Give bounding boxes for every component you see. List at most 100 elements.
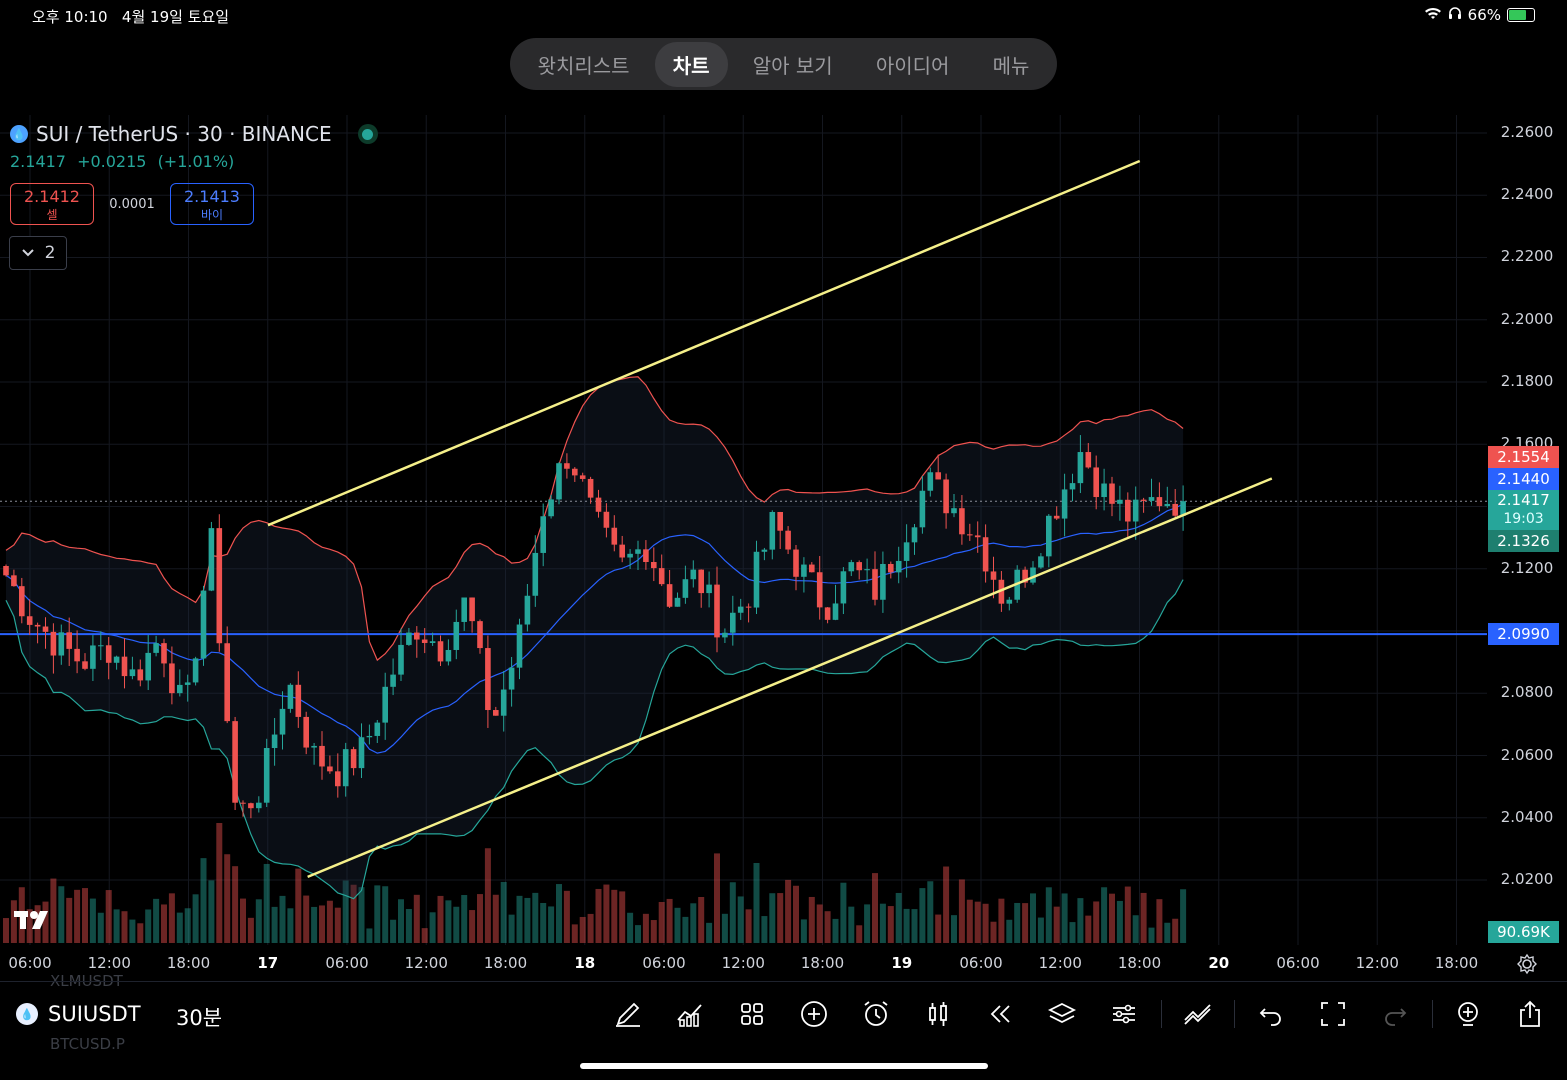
tab-explore[interactable]: 알아 보기 [752, 53, 833, 78]
candle-body [1140, 499, 1147, 501]
candle-body [311, 745, 317, 748]
drawing-tools-icon[interactable] [612, 998, 644, 1030]
volume-bar [619, 891, 626, 943]
symbol-title[interactable]: SUI / TetherUS · 30 · BINANCE [36, 122, 332, 146]
candle-body [698, 569, 704, 594]
volume-bar [532, 892, 539, 943]
volume-bar [1180, 889, 1187, 943]
candle-body [461, 597, 467, 622]
layout-grid-icon[interactable] [736, 998, 768, 1030]
interval-selector[interactable]: 30분 [176, 1006, 223, 1030]
time-axis-label: 18:00 [800, 954, 845, 972]
candle-body [137, 669, 144, 681]
volume-bars [3, 823, 1187, 943]
volume-bar [642, 913, 649, 943]
tab-watchlist[interactable]: 왓치리스트 [537, 53, 630, 78]
headphones-icon [1448, 6, 1462, 24]
volume-bar [247, 917, 254, 943]
volume-bar [650, 920, 657, 943]
redo-icon[interactable] [1379, 998, 1411, 1030]
settings-sliders-icon[interactable] [1108, 998, 1140, 1030]
volume-bar [698, 896, 705, 943]
candle-body [82, 661, 88, 669]
sell-button[interactable]: 2.1412 셀 [10, 183, 94, 225]
price-axis-label: 2.2200 [1500, 247, 1554, 265]
candle-body [184, 682, 191, 685]
fullscreen-icon[interactable] [1317, 998, 1349, 1030]
sell-label: 셀 [46, 208, 58, 222]
candle-body [777, 512, 783, 531]
volume-bar [342, 880, 349, 943]
volume-bar [1014, 902, 1021, 943]
main-nav-tabs: 왓치리스트 차트 알아 보기 아이디어 메뉴 [510, 38, 1057, 90]
candle-body [421, 639, 428, 643]
volume-bar [161, 904, 167, 943]
tab-ideas[interactable]: 아이디어 [875, 53, 950, 78]
ghost-symbol: BTCUSD.P [50, 1035, 125, 1053]
buy-button[interactable]: 2.1413 바이 [170, 183, 254, 225]
volume-bar [1140, 892, 1147, 943]
volume-bar [429, 912, 436, 943]
candle-body [350, 749, 357, 769]
time-axis-label: 18:00 [483, 954, 528, 972]
candle-body [469, 597, 475, 622]
add-plus-icon[interactable] [798, 998, 830, 1030]
chart-grid [0, 115, 1487, 945]
volume-bar [1037, 917, 1044, 943]
candle-body [500, 689, 507, 716]
volume-bar [216, 823, 223, 943]
volume-bar [958, 879, 965, 943]
candle-body [113, 656, 120, 663]
volume-bar [879, 903, 886, 943]
candle-body [11, 575, 17, 587]
candle-body [974, 535, 981, 538]
volume-bar [1093, 901, 1100, 943]
channel-upper-line [267, 159, 1141, 527]
candle-body [888, 563, 894, 573]
price-chart[interactable] [0, 115, 1487, 945]
volume-bar [184, 908, 191, 943]
candle-body [864, 569, 870, 571]
volume-bar [1132, 915, 1139, 943]
symbol-selector[interactable]: 💧 SUIUSDT [16, 1002, 141, 1026]
candle-body [153, 643, 159, 653]
volume-bar [666, 898, 673, 943]
candle-body [1061, 489, 1068, 519]
volume-bar [1156, 899, 1163, 943]
candle-body [414, 632, 420, 640]
axis-settings-icon[interactable] [1516, 953, 1538, 979]
trend-compare-icon[interactable] [1182, 998, 1214, 1030]
layers-icon[interactable] [1046, 998, 1078, 1030]
tab-chart[interactable]: 차트 [654, 41, 728, 87]
indicators-icon[interactable] [674, 998, 706, 1030]
candle-style-icon[interactable] [922, 998, 954, 1030]
candle-body [990, 571, 997, 580]
toolbar-separator [1161, 1000, 1162, 1028]
publish-idea-icon[interactable] [1452, 998, 1484, 1030]
alarm-clock-icon[interactable] [860, 998, 892, 1030]
sell-price: 2.1412 [24, 187, 80, 206]
battery-icon [1507, 8, 1535, 22]
volume-bar [816, 904, 823, 943]
volume-tag: 90.69K [1488, 921, 1559, 943]
candlesticks [3, 435, 1186, 819]
volume-bar [97, 912, 104, 943]
candle-body [880, 563, 886, 600]
indicators-toggle[interactable]: 2 [9, 236, 67, 270]
bollinger-lower-line [5, 579, 1184, 900]
volume-bar [524, 897, 531, 943]
time-axis-label: 18:00 [1117, 954, 1162, 972]
candle-body [848, 562, 855, 572]
undo-icon[interactable] [1255, 998, 1287, 1030]
candle-body [1148, 497, 1155, 501]
time-axis-label: 12:00 [404, 954, 448, 972]
tab-menu[interactable]: 메뉴 [992, 53, 1030, 78]
share-icon[interactable] [1514, 998, 1546, 1030]
replay-rewind-icon[interactable] [984, 998, 1016, 1030]
candle-body [611, 527, 618, 545]
candle-body [1180, 501, 1186, 516]
volume-bar [1069, 922, 1076, 943]
candle-body [98, 645, 104, 647]
candle-body [690, 569, 697, 580]
time-axis-label: 06:00 [959, 954, 1003, 972]
